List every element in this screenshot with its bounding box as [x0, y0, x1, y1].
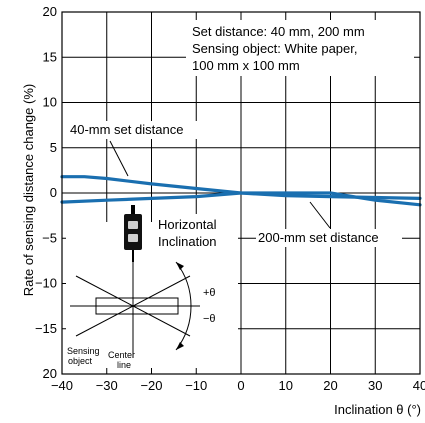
x-tick-label-0: −40: [51, 378, 73, 393]
y-tick-label-6: −10: [35, 276, 57, 291]
y-tick-label-0: 20: [43, 4, 57, 19]
sensor-window-bottom: [128, 234, 138, 242]
tick-labels: −40 −30 −20 −10 0 10 20 30 40 20 15 10 5 0 −5 −10 −15 20: [35, 4, 425, 393]
conditions-note-bg: [186, 20, 414, 76]
y-tick-label-7: −15: [35, 321, 57, 336]
y-tick-label-1: 15: [43, 49, 57, 64]
x-tick-label-3: −10: [185, 378, 207, 393]
y-tick-label-4: 0: [50, 185, 57, 200]
y-tick-label-8: 20: [43, 366, 57, 381]
x-tick-label-2: −20: [140, 378, 162, 393]
series-200-label: 200-mm set distance: [258, 230, 379, 245]
sensing-object-label-2: object: [68, 356, 93, 366]
conditions-note: Set distance: 40 mm, 200 mm Sensing obje…: [186, 20, 414, 76]
x-axis-title: Inclination θ (°): [334, 402, 421, 417]
x-tick-label-4: 0: [237, 378, 244, 393]
series-200-label-bg: [256, 229, 402, 247]
y-axis-title: Rate of sensing distance change (%): [21, 84, 36, 296]
center-line-label-2: line: [117, 360, 131, 370]
conditions-line-3: 100 mm x 100 mm: [192, 58, 300, 73]
y-tick-label-3: 5: [50, 140, 57, 155]
x-tick-label-7: 30: [368, 378, 382, 393]
conditions-line-2: Sensing object: White paper,: [192, 41, 358, 56]
series-lines: [60, 175, 422, 207]
series-40-label-bg: [67, 121, 213, 139]
sensor-cable: [131, 205, 135, 215]
tilt-line-minus: [75, 275, 191, 337]
x-tick-label-8: 40: [413, 378, 425, 393]
angle-arc: [175, 261, 192, 351]
series-line-1: [60, 191, 422, 207]
x-tick-label-1: −30: [96, 378, 118, 393]
plot-border: [61, 11, 421, 375]
sensing-object-label-1: Sensing: [67, 346, 100, 356]
inset-diagram: Horizontal Inclination +θ −θ Sensing obj…: [66, 205, 238, 370]
inset-title-line-2: Inclination: [158, 234, 217, 249]
center-line-label-1: Center: [108, 350, 135, 360]
x-tick-label-6: 20: [323, 378, 337, 393]
arc-arrow-top: [176, 262, 184, 270]
series-40-label-group: 40-mm set distance: [67, 121, 213, 177]
series-200-label-group: 200-mm set distance: [256, 201, 402, 247]
sensor-body: [124, 214, 142, 250]
y-tick-label-5: −5: [42, 230, 57, 245]
plus-theta-label: +θ: [203, 287, 216, 299]
conditions-line-1: Set distance: 40 mm, 200 mm: [192, 24, 365, 39]
y-tick-label-2: 10: [43, 95, 57, 110]
inset-title-bg: [154, 214, 236, 252]
sensing-object-plate: [95, 297, 179, 315]
series-40-label: 40-mm set distance: [70, 122, 183, 137]
x-tick-label-5: 10: [279, 378, 293, 393]
sensor-window-top: [128, 221, 138, 229]
series-40-leader: [109, 140, 129, 177]
inset-title-line-1: Horizontal: [158, 217, 217, 232]
minus-theta-label: −θ: [203, 313, 216, 325]
series-200-leader: [309, 201, 331, 229]
arc-arrow-bottom: [176, 342, 184, 350]
